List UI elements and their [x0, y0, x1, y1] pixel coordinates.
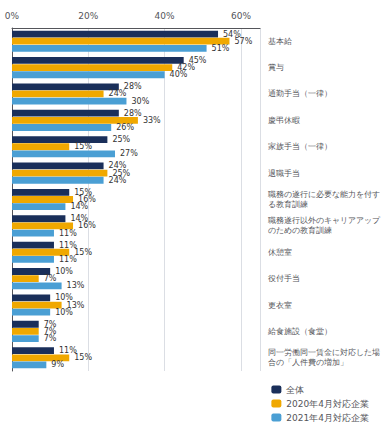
svg-text:給食施設（食堂）: 給食施設（食堂） — [267, 327, 332, 336]
svg-text:のための教育訓練: のための教育訓練 — [268, 226, 332, 235]
svg-text:合の「人件費の増加」: 合の「人件費の増加」 — [268, 358, 348, 367]
svg-text:24%: 24% — [109, 89, 127, 98]
svg-text:26%: 26% — [116, 123, 134, 132]
svg-text:11%: 11% — [59, 255, 77, 264]
svg-text:2021年4月対応企業: 2021年4月対応企業 — [286, 413, 369, 423]
svg-text:2020年4月対応企業: 2020年4月対応企業 — [286, 399, 369, 409]
svg-text:賞与: 賞与 — [268, 63, 284, 72]
svg-text:7%: 7% — [44, 334, 57, 343]
svg-text:45%: 45% — [188, 55, 207, 65]
svg-text:14%: 14% — [70, 214, 89, 224]
svg-text:退職手当: 退職手当 — [268, 169, 300, 178]
svg-text:54%: 54% — [223, 29, 241, 39]
svg-text:0%: 0% — [5, 11, 20, 21]
svg-text:24%: 24% — [109, 176, 127, 185]
svg-text:13%: 13% — [67, 281, 85, 290]
svg-text:7%: 7% — [43, 319, 57, 329]
svg-text:慶弔休暇: 慶弔休暇 — [268, 116, 300, 125]
svg-text:9%: 9% — [51, 360, 64, 369]
svg-text:25%: 25% — [112, 168, 131, 178]
svg-text:10%: 10% — [55, 293, 73, 303]
svg-text:27%: 27% — [120, 149, 138, 158]
svg-text:28%: 28% — [124, 82, 142, 91]
svg-text:28%: 28% — [124, 109, 142, 118]
svg-text:同一労働同一賃金に対応した場: 同一労働同一賃金に対応した場 — [268, 348, 380, 357]
svg-text:10%: 10% — [55, 308, 73, 317]
svg-text:る教育訓練: る教育訓練 — [268, 200, 308, 209]
svg-text:通勤手当（一律）: 通勤手当（一律） — [268, 89, 332, 98]
svg-text:7%: 7% — [44, 274, 57, 283]
svg-text:16%: 16% — [78, 195, 96, 204]
svg-text:40%: 40% — [155, 11, 175, 21]
svg-text:14%: 14% — [70, 202, 88, 211]
svg-text:16%: 16% — [78, 221, 96, 230]
svg-text:11%: 11% — [59, 346, 77, 356]
svg-text:60%: 60% — [231, 11, 251, 21]
svg-text:42%: 42% — [177, 63, 195, 73]
svg-text:10%: 10% — [55, 267, 73, 276]
svg-text:51%: 51% — [212, 44, 230, 53]
svg-text:57%: 57% — [234, 37, 252, 46]
svg-text:全体: 全体 — [286, 385, 304, 395]
svg-text:休憩室: 休憩室 — [268, 248, 292, 257]
svg-text:15%: 15% — [74, 142, 92, 151]
svg-text:15%: 15% — [74, 187, 92, 197]
svg-text:家族手当（一律）: 家族手当（一律） — [268, 142, 332, 151]
svg-text:25%: 25% — [112, 135, 130, 144]
svg-text:基本給: 基本給 — [268, 37, 292, 46]
svg-text:30%: 30% — [131, 97, 149, 106]
svg-text:15%: 15% — [74, 248, 92, 257]
svg-text:11%: 11% — [59, 240, 77, 250]
svg-text:33%: 33% — [143, 116, 161, 125]
svg-text:11%: 11% — [59, 229, 77, 238]
svg-text:職務の遂行に必要な能力を付す: 職務の遂行に必要な能力を付す — [268, 190, 380, 199]
svg-text:20%: 20% — [78, 11, 98, 21]
svg-text:更衣室: 更衣室 — [268, 301, 292, 310]
svg-text:7%: 7% — [43, 326, 57, 336]
svg-text:24%: 24% — [108, 161, 127, 171]
svg-text:役付手当: 役付手当 — [268, 274, 300, 283]
svg-text:職務遂行以外のキャリアアップ: 職務遂行以外のキャリアアップ — [268, 216, 381, 225]
svg-text:15%: 15% — [74, 353, 92, 362]
svg-text:13%: 13% — [66, 300, 85, 310]
svg-text:40%: 40% — [170, 70, 188, 79]
